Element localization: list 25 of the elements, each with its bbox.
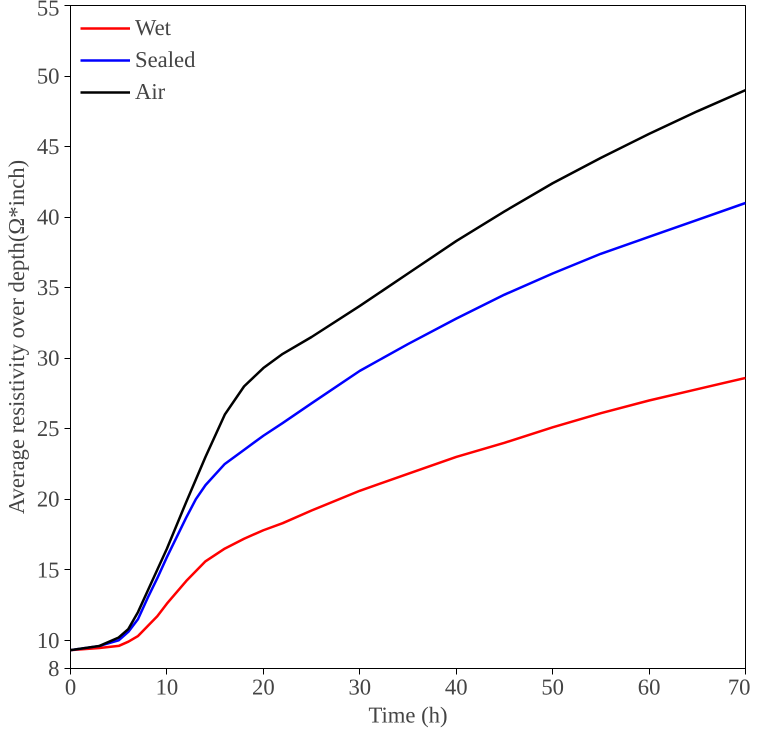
y-tick-label: 50 bbox=[36, 64, 60, 89]
y-axis-title: Average resistivity over depth(Ω*inch) bbox=[4, 160, 29, 514]
x-tick-label: 10 bbox=[156, 674, 178, 700]
y-tick-label: 20 bbox=[36, 486, 60, 512]
y-tick-label: 35 bbox=[36, 275, 60, 300]
line-series bbox=[70, 376, 746, 652]
legend-label: Wet bbox=[135, 15, 171, 41]
y-tick-label: 10 bbox=[36, 628, 60, 653]
x-tick-label: 0 bbox=[64, 674, 76, 700]
y-tick-label: 40 bbox=[36, 204, 60, 230]
y-tick-label: 8 bbox=[48, 656, 60, 681]
x-tick-label: 70 bbox=[728, 674, 750, 700]
y-tick-label: 30 bbox=[36, 346, 60, 371]
x-tick-label: 50 bbox=[541, 674, 564, 700]
y-tick-label: 45 bbox=[36, 134, 60, 160]
x-tick-label: 40 bbox=[444, 674, 468, 700]
y-tick-label: 55 bbox=[36, 0, 60, 20]
legend-label: Air bbox=[135, 79, 166, 105]
legend-label: Sealed bbox=[135, 47, 196, 73]
x-axis-title: Time (h) bbox=[368, 702, 448, 728]
x-tick-label: 30 bbox=[348, 674, 372, 700]
y-tick-label: 15 bbox=[36, 557, 60, 582]
x-tick-label: 20 bbox=[252, 674, 275, 700]
x-tick-label: 60 bbox=[638, 674, 660, 700]
y-tick-label: 25 bbox=[36, 416, 60, 442]
